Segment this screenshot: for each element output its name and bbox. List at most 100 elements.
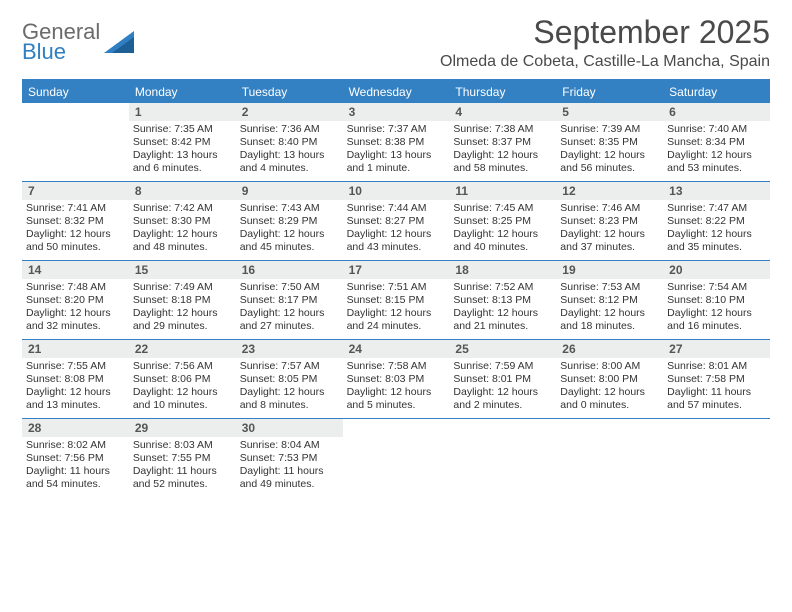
brand-blue: Blue bbox=[22, 39, 66, 64]
daylight-text: Daylight: 11 hours and 49 minutes. bbox=[240, 465, 339, 491]
day-number: 6 bbox=[663, 103, 770, 121]
sunrise-text: Sunrise: 7:38 AM bbox=[453, 123, 552, 136]
sunrise-text: Sunrise: 7:53 AM bbox=[560, 281, 659, 294]
sunset-text: Sunset: 8:12 PM bbox=[560, 294, 659, 307]
sunrise-text: Sunrise: 7:56 AM bbox=[133, 360, 232, 373]
brand-logo: General Blue bbox=[22, 14, 138, 62]
day-cell: 28Sunrise: 8:02 AMSunset: 7:56 PMDayligh… bbox=[22, 419, 129, 497]
brand-triangle-icon bbox=[104, 29, 138, 55]
day-number: 27 bbox=[663, 340, 770, 358]
daylight-text: Daylight: 13 hours and 4 minutes. bbox=[240, 149, 339, 175]
day-body: Sunrise: 7:50 AMSunset: 8:17 PMDaylight:… bbox=[236, 279, 343, 337]
sunset-text: Sunset: 7:55 PM bbox=[133, 452, 232, 465]
day-cell: 27Sunrise: 8:01 AMSunset: 7:58 PMDayligh… bbox=[663, 340, 770, 418]
weekday-header: Monday bbox=[129, 81, 236, 103]
sunset-text: Sunset: 8:22 PM bbox=[667, 215, 766, 228]
week-row: 7Sunrise: 7:41 AMSunset: 8:32 PMDaylight… bbox=[22, 181, 770, 260]
daylight-text: Daylight: 12 hours and 43 minutes. bbox=[347, 228, 446, 254]
week-row: 1Sunrise: 7:35 AMSunset: 8:42 PMDaylight… bbox=[22, 103, 770, 181]
sunset-text: Sunset: 7:53 PM bbox=[240, 452, 339, 465]
day-cell: 30Sunrise: 8:04 AMSunset: 7:53 PMDayligh… bbox=[236, 419, 343, 497]
day-body: Sunrise: 7:59 AMSunset: 8:01 PMDaylight:… bbox=[449, 358, 556, 416]
day-body: Sunrise: 7:44 AMSunset: 8:27 PMDaylight:… bbox=[343, 200, 450, 258]
weekday-header: Sunday bbox=[22, 81, 129, 103]
calendar-page: General Blue September 2025 Olmeda de Co… bbox=[0, 0, 792, 511]
sunrise-text: Sunrise: 8:02 AM bbox=[26, 439, 125, 452]
daylight-text: Daylight: 12 hours and 27 minutes. bbox=[240, 307, 339, 333]
title-block: September 2025 Olmeda de Cobeta, Castill… bbox=[440, 14, 770, 71]
daylight-text: Daylight: 12 hours and 2 minutes. bbox=[453, 386, 552, 412]
day-body: Sunrise: 7:39 AMSunset: 8:35 PMDaylight:… bbox=[556, 121, 663, 179]
day-cell: 15Sunrise: 7:49 AMSunset: 8:18 PMDayligh… bbox=[129, 261, 236, 339]
day-body: Sunrise: 8:02 AMSunset: 7:56 PMDaylight:… bbox=[22, 437, 129, 495]
day-cell: 7Sunrise: 7:41 AMSunset: 8:32 PMDaylight… bbox=[22, 182, 129, 260]
day-cell: 12Sunrise: 7:46 AMSunset: 8:23 PMDayligh… bbox=[556, 182, 663, 260]
day-body: Sunrise: 7:54 AMSunset: 8:10 PMDaylight:… bbox=[663, 279, 770, 337]
sunset-text: Sunset: 8:35 PM bbox=[560, 136, 659, 149]
day-body: Sunrise: 8:00 AMSunset: 8:00 PMDaylight:… bbox=[556, 358, 663, 416]
day-body: Sunrise: 7:38 AMSunset: 8:37 PMDaylight:… bbox=[449, 121, 556, 179]
day-number: 9 bbox=[236, 182, 343, 200]
daylight-text: Daylight: 13 hours and 1 minute. bbox=[347, 149, 446, 175]
daylight-text: Daylight: 12 hours and 16 minutes. bbox=[667, 307, 766, 333]
sunset-text: Sunset: 8:10 PM bbox=[667, 294, 766, 307]
day-body: Sunrise: 8:04 AMSunset: 7:53 PMDaylight:… bbox=[236, 437, 343, 495]
sunrise-text: Sunrise: 7:58 AM bbox=[347, 360, 446, 373]
daylight-text: Daylight: 12 hours and 37 minutes. bbox=[560, 228, 659, 254]
day-cell: 20Sunrise: 7:54 AMSunset: 8:10 PMDayligh… bbox=[663, 261, 770, 339]
day-number: 14 bbox=[22, 261, 129, 279]
sunset-text: Sunset: 8:38 PM bbox=[347, 136, 446, 149]
sunrise-text: Sunrise: 7:48 AM bbox=[26, 281, 125, 294]
week-row: 28Sunrise: 8:02 AMSunset: 7:56 PMDayligh… bbox=[22, 418, 770, 497]
sunrise-text: Sunrise: 7:47 AM bbox=[667, 202, 766, 215]
day-cell: 26Sunrise: 8:00 AMSunset: 8:00 PMDayligh… bbox=[556, 340, 663, 418]
day-body: Sunrise: 7:35 AMSunset: 8:42 PMDaylight:… bbox=[129, 121, 236, 179]
day-number: 22 bbox=[129, 340, 236, 358]
daylight-text: Daylight: 11 hours and 52 minutes. bbox=[133, 465, 232, 491]
day-body: Sunrise: 7:46 AMSunset: 8:23 PMDaylight:… bbox=[556, 200, 663, 258]
day-body: Sunrise: 7:58 AMSunset: 8:03 PMDaylight:… bbox=[343, 358, 450, 416]
day-cell: 16Sunrise: 7:50 AMSunset: 8:17 PMDayligh… bbox=[236, 261, 343, 339]
day-cell: 9Sunrise: 7:43 AMSunset: 8:29 PMDaylight… bbox=[236, 182, 343, 260]
brand-text: General Blue bbox=[22, 22, 100, 62]
day-cell: 2Sunrise: 7:36 AMSunset: 8:40 PMDaylight… bbox=[236, 103, 343, 181]
sunrise-text: Sunrise: 7:49 AM bbox=[133, 281, 232, 294]
day-number: 25 bbox=[449, 340, 556, 358]
day-cell bbox=[449, 419, 556, 497]
sunrise-text: Sunrise: 7:54 AM bbox=[667, 281, 766, 294]
daylight-text: Daylight: 12 hours and 35 minutes. bbox=[667, 228, 766, 254]
day-cell: 4Sunrise: 7:38 AMSunset: 8:37 PMDaylight… bbox=[449, 103, 556, 181]
sunset-text: Sunset: 8:23 PM bbox=[560, 215, 659, 228]
location-label: Olmeda de Cobeta, Castille-La Mancha, Sp… bbox=[440, 53, 770, 71]
day-number: 10 bbox=[343, 182, 450, 200]
day-number: 5 bbox=[556, 103, 663, 121]
sunset-text: Sunset: 8:25 PM bbox=[453, 215, 552, 228]
day-body: Sunrise: 7:47 AMSunset: 8:22 PMDaylight:… bbox=[663, 200, 770, 258]
day-number: 17 bbox=[343, 261, 450, 279]
day-cell: 18Sunrise: 7:52 AMSunset: 8:13 PMDayligh… bbox=[449, 261, 556, 339]
daylight-text: Daylight: 11 hours and 57 minutes. bbox=[667, 386, 766, 412]
daylight-text: Daylight: 12 hours and 10 minutes. bbox=[133, 386, 232, 412]
sunset-text: Sunset: 8:29 PM bbox=[240, 215, 339, 228]
day-cell bbox=[556, 419, 663, 497]
day-number: 18 bbox=[449, 261, 556, 279]
sunset-text: Sunset: 8:05 PM bbox=[240, 373, 339, 386]
day-number: 7 bbox=[22, 182, 129, 200]
day-number: 26 bbox=[556, 340, 663, 358]
daylight-text: Daylight: 12 hours and 56 minutes. bbox=[560, 149, 659, 175]
day-cell: 6Sunrise: 7:40 AMSunset: 8:34 PMDaylight… bbox=[663, 103, 770, 181]
day-cell: 23Sunrise: 7:57 AMSunset: 8:05 PMDayligh… bbox=[236, 340, 343, 418]
sunset-text: Sunset: 8:13 PM bbox=[453, 294, 552, 307]
sunrise-text: Sunrise: 8:04 AM bbox=[240, 439, 339, 452]
daylight-text: Daylight: 12 hours and 21 minutes. bbox=[453, 307, 552, 333]
daylight-text: Daylight: 12 hours and 29 minutes. bbox=[133, 307, 232, 333]
sunrise-text: Sunrise: 7:37 AM bbox=[347, 123, 446, 136]
day-body: Sunrise: 8:03 AMSunset: 7:55 PMDaylight:… bbox=[129, 437, 236, 495]
sunrise-text: Sunrise: 8:01 AM bbox=[667, 360, 766, 373]
daylight-text: Daylight: 12 hours and 32 minutes. bbox=[26, 307, 125, 333]
day-cell bbox=[22, 103, 129, 181]
day-number: 24 bbox=[343, 340, 450, 358]
sunset-text: Sunset: 8:40 PM bbox=[240, 136, 339, 149]
daylight-text: Daylight: 12 hours and 40 minutes. bbox=[453, 228, 552, 254]
sunset-text: Sunset: 8:03 PM bbox=[347, 373, 446, 386]
